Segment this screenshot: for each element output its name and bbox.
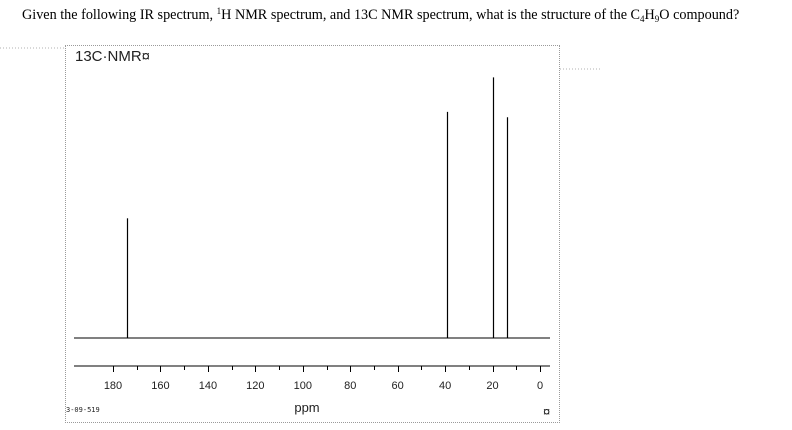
- h-mass-number: 1: [216, 6, 222, 16]
- ppm-tick-label: 60: [392, 380, 404, 392]
- x-axis-title: ppm: [294, 400, 319, 415]
- pilcrow-mark: ¤: [543, 404, 550, 419]
- spectrum-peaks-group: [126, 77, 509, 338]
- ppm-tick-label: 80: [344, 380, 356, 392]
- ppm-tick-label: 140: [199, 380, 217, 392]
- question-middle: H NMR spectrum, and 13C NMR spectrum, wh…: [221, 7, 641, 23]
- ppm-tick-label: 0: [537, 380, 543, 392]
- ppm-tick-label: 120: [246, 380, 264, 392]
- question-prefix: Given the following IR spectrum,: [22, 7, 217, 23]
- ppm-tick-label: 40: [439, 380, 451, 392]
- ppm-tick-label: 160: [151, 380, 169, 392]
- ppm-tick-label: 100: [294, 380, 312, 392]
- question-suffix: O compound?: [659, 7, 740, 23]
- formula-h: H: [644, 7, 655, 23]
- formula-c-subscript: 4: [640, 14, 645, 24]
- ppm-tick-label: 20: [486, 380, 498, 392]
- ppm-axis-group: 180 160 140 120 100 80 60 40 20 0: [74, 365, 550, 392]
- ppm-tick-label: 180: [104, 380, 122, 392]
- spectrum-file-id: 3-09-519: [66, 406, 100, 414]
- question-text: Given the following IR spectrum, 1H NMR …: [22, 6, 790, 24]
- formula-h-subscript: 9: [654, 14, 660, 24]
- spectrum-frame: [65, 45, 560, 423]
- spectrum-header: 13C·NMR¤: [75, 48, 151, 65]
